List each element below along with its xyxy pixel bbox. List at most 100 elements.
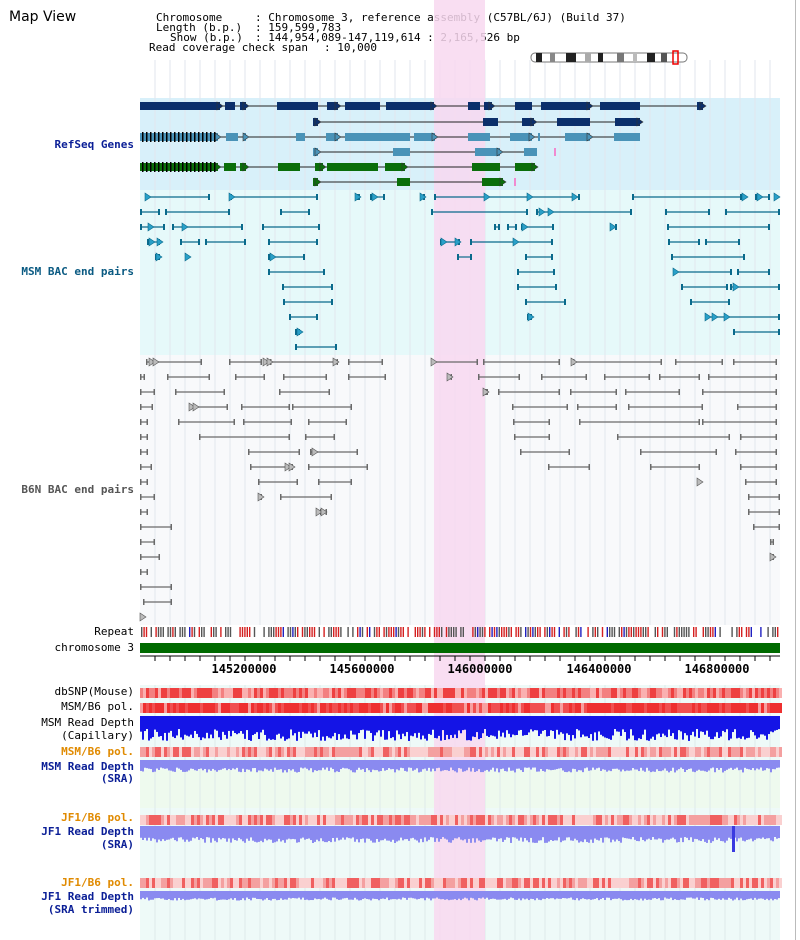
msm-b6-pol-cell <box>323 747 326 757</box>
msm-capillary-depth-bar <box>144 716 146 732</box>
dbsnp-cell <box>188 688 191 698</box>
jf1-sra-depth-bar <box>448 826 450 843</box>
bac-end <box>140 479 142 485</box>
repeat-element <box>424 627 426 637</box>
dbsnp-cell <box>452 688 455 698</box>
jf1-b6-pol-cell <box>719 815 722 825</box>
msm-b6-pol-cell <box>275 703 278 713</box>
msm-b6-pol-cell <box>374 747 377 757</box>
jf1-b6-pol-cell <box>470 815 473 825</box>
dbsnp-cell <box>383 688 386 698</box>
msm-b6-pol-cell <box>170 747 173 757</box>
track-label-msm-bac[interactable]: MSM BAC end pairs <box>21 265 134 278</box>
repeat-element <box>150 627 152 637</box>
dbsnp-cell <box>266 688 269 698</box>
jf1-trimmed-depth-bar <box>334 891 336 898</box>
bac-end <box>316 314 318 320</box>
jf1-trimmed-depth-bar <box>426 891 428 898</box>
jf1-b6-pol-cell <box>206 815 209 825</box>
msm-capillary-depth-bar <box>152 716 154 738</box>
msm-sra-depth-bar <box>416 760 418 769</box>
msm-b6-pol-cell <box>428 703 431 713</box>
jf1-trimmed-depth-bar <box>492 891 494 899</box>
msm-sra-depth-bar <box>512 760 514 771</box>
msm-sra-depth-bar <box>248 760 250 770</box>
jf1-sra-depth-bar <box>684 826 686 838</box>
msm-sra-depth-bar <box>498 760 500 773</box>
msm-b6-pol-cell <box>377 747 380 757</box>
jf1-b6-pol-cell <box>596 878 599 888</box>
repeat-element <box>705 627 707 637</box>
msm-sra-depth-bar <box>708 760 710 771</box>
jf1-trimmed-depth-bar <box>756 891 758 900</box>
jf1-trimmed-depth-bar <box>676 891 678 900</box>
repeat-element <box>587 627 589 637</box>
jf1-sra-depth-bar <box>540 826 542 841</box>
msm-b6-pol-cell <box>443 747 446 757</box>
jf1-b6-pol-cell <box>761 815 764 825</box>
track-label-refseq[interactable]: RefSeq Genes <box>54 138 134 151</box>
jf1-sra-depth-bar <box>604 826 606 838</box>
msm-sra-depth-bar <box>582 760 584 773</box>
msm-capillary-depth-bar <box>232 716 234 731</box>
jf1-b6-pol-cell <box>377 815 380 825</box>
jf1-b6-pol-cell <box>530 878 533 888</box>
msm-sra-depth-bar <box>548 760 550 770</box>
msm-capillary-depth-bar <box>370 716 372 733</box>
bac-end <box>470 254 472 260</box>
jf1-b6-pol-cell <box>569 878 572 888</box>
dbsnp-cell <box>734 688 737 698</box>
bac-end-arrow <box>741 192 749 202</box>
msm-capillary-depth-bar <box>512 716 514 735</box>
jf1-sra-depth-bar <box>288 826 290 839</box>
dbsnp-cell <box>413 688 416 698</box>
exon-tick <box>190 132 192 142</box>
msm-sra-depth-bar <box>540 760 542 770</box>
jf1-b6-pol-cell <box>701 878 704 888</box>
bac-end <box>328 389 330 395</box>
msm-b6-pol-cell <box>701 703 704 713</box>
msm-b6-pol-cell <box>335 703 338 713</box>
msm-sra-depth-bar <box>516 760 518 769</box>
dbsnp-cell <box>764 688 767 698</box>
exon-tick <box>170 162 172 172</box>
msm-sra-depth-bar <box>660 760 662 772</box>
bac-end <box>558 359 560 365</box>
msm-b6-pol-cell <box>485 703 488 713</box>
jf1-sra-depth-bar <box>376 826 378 839</box>
gene-small-mark <box>514 178 516 186</box>
msm-capillary-depth-bar <box>530 716 532 730</box>
bac-end <box>146 419 148 425</box>
msm-b6-pol-cell <box>545 747 548 757</box>
jf1-trimmed-depth-bar <box>606 891 608 898</box>
msm-b6-pol-cell <box>254 747 257 757</box>
msm-capillary-depth-bar <box>560 716 562 733</box>
msm-sra-depth-bar <box>496 760 498 769</box>
jf1-b6-pol-cell <box>236 878 239 888</box>
msm-b6-pol-cell <box>539 747 542 757</box>
msm-b6-pol-cell <box>464 747 467 757</box>
msm-b6-pol-cell <box>383 703 386 713</box>
strand-arrow <box>319 162 327 172</box>
msm-b6-pol-cell <box>596 703 599 713</box>
jf1-sra-depth-bar <box>240 826 242 840</box>
msm-capillary-depth-bar <box>386 716 388 740</box>
repeat-element <box>702 627 704 637</box>
bac-end <box>698 239 700 245</box>
msm-sra-depth-bar <box>442 760 444 771</box>
bac-end <box>268 269 270 275</box>
jf1-trimmed-depth-bar <box>242 891 244 899</box>
msm-capillary-depth-bar <box>380 716 382 737</box>
track-label-b6n-bac[interactable]: B6N BAC end pairs <box>21 483 134 496</box>
msm-sra-depth-bar <box>490 760 492 770</box>
msm-capillary-depth-bar <box>596 716 598 741</box>
jf1-sra-depth-bar <box>676 826 678 843</box>
msm-b6-pol-cell <box>386 747 389 757</box>
jf1-b6-pol-cell <box>284 815 287 825</box>
jf1-b6-pol-cell <box>287 815 290 825</box>
msm-b6-pol-cell <box>230 747 233 757</box>
msm-sra-depth-bar <box>456 760 458 773</box>
bac-end-arrow <box>696 477 704 487</box>
msm-b6-pol-cell <box>647 747 650 757</box>
